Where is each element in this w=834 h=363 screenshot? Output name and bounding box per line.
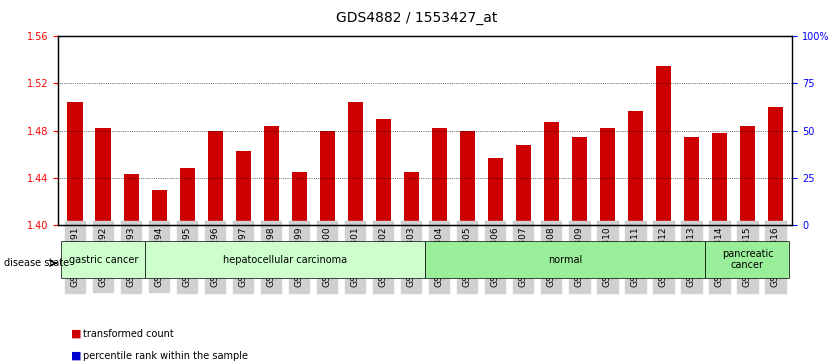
Bar [292, 172, 307, 225]
Bar [380, 221, 386, 225]
Bar [240, 221, 246, 225]
Bar [235, 151, 251, 225]
Bar [409, 221, 414, 225]
Bar [156, 221, 163, 225]
Text: pancreatic
cancer: pancreatic cancer [721, 249, 773, 270]
Bar [740, 126, 755, 225]
Bar [600, 128, 615, 225]
FancyBboxPatch shape [425, 241, 706, 278]
Bar [488, 158, 503, 225]
Bar [352, 221, 359, 225]
Bar [128, 221, 134, 225]
Bar [348, 102, 363, 225]
Bar [179, 168, 195, 225]
Bar [436, 221, 442, 225]
Bar [152, 189, 167, 225]
Bar [319, 131, 335, 225]
FancyBboxPatch shape [145, 241, 425, 278]
Bar [745, 221, 751, 225]
Bar [548, 221, 555, 225]
Bar [515, 145, 531, 225]
Bar [716, 221, 722, 225]
Bar [212, 221, 219, 225]
Bar [571, 136, 587, 225]
Text: gastric cancer: gastric cancer [68, 254, 138, 265]
Bar [324, 221, 330, 225]
Bar [184, 221, 190, 225]
Text: GDS4882 / 1553427_at: GDS4882 / 1553427_at [336, 11, 498, 25]
Text: percentile rank within the sample: percentile rank within the sample [83, 351, 249, 361]
FancyBboxPatch shape [61, 241, 145, 278]
Bar [404, 172, 419, 225]
Bar [656, 66, 671, 225]
Bar [432, 128, 447, 225]
Bar [465, 221, 470, 225]
Bar [711, 133, 727, 225]
Text: ■: ■ [71, 351, 82, 361]
Bar [375, 119, 391, 225]
Bar [296, 221, 303, 225]
Bar [684, 136, 699, 225]
Bar [72, 221, 78, 225]
Text: transformed count: transformed count [83, 329, 174, 339]
Text: ■: ■ [71, 329, 82, 339]
Text: disease state: disease state [4, 258, 69, 268]
Bar [661, 221, 666, 225]
Bar [576, 221, 582, 225]
Bar [628, 111, 643, 225]
Bar [68, 102, 83, 225]
Bar [460, 131, 475, 225]
Bar [632, 221, 639, 225]
Bar [768, 107, 783, 225]
Text: hepatocellular carcinoma: hepatocellular carcinoma [224, 254, 347, 265]
Bar [605, 221, 610, 225]
Bar [544, 122, 559, 225]
Bar [520, 221, 526, 225]
Bar [492, 221, 499, 225]
Bar [100, 221, 106, 225]
Bar [96, 128, 111, 225]
Bar [264, 126, 279, 225]
Bar [269, 221, 274, 225]
Bar [208, 131, 223, 225]
Bar [688, 221, 695, 225]
Text: normal: normal [548, 254, 582, 265]
FancyBboxPatch shape [706, 241, 790, 278]
Bar [123, 174, 139, 225]
Bar [772, 221, 779, 225]
